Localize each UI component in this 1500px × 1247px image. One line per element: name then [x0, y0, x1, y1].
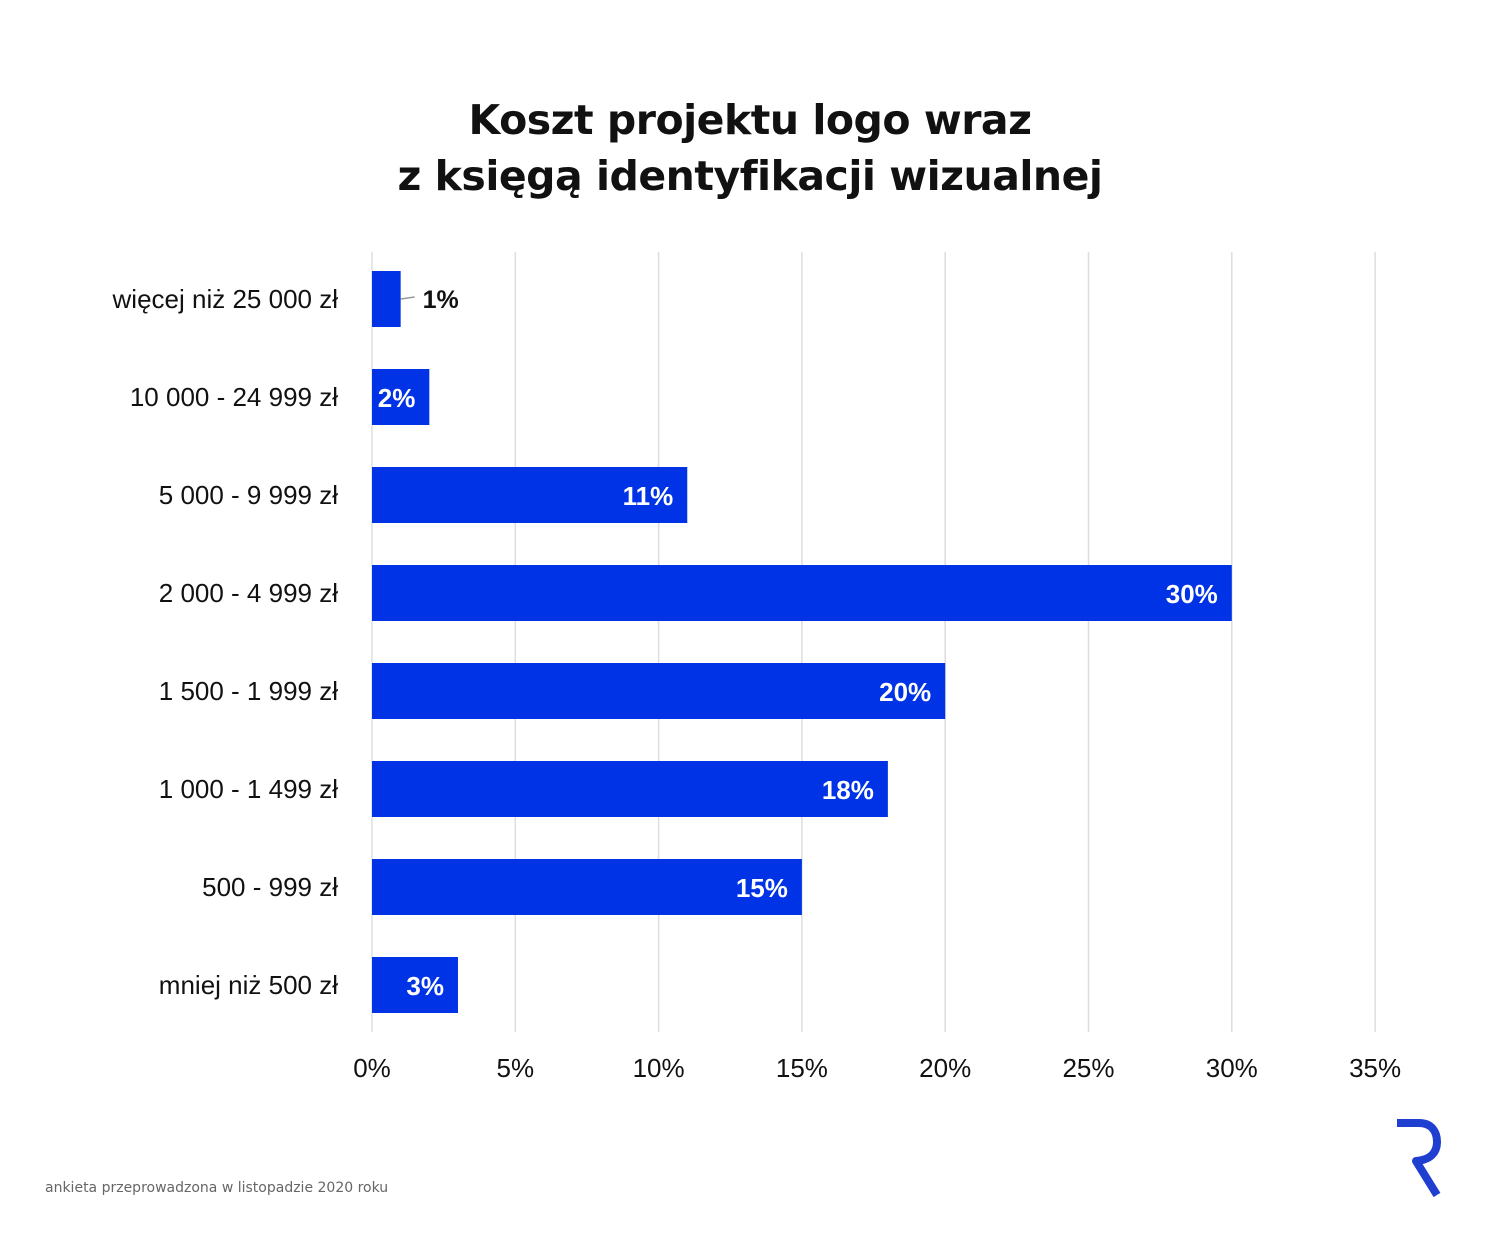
data-label: 11% — [623, 481, 674, 511]
data-label: 2% — [378, 383, 416, 413]
labels: 0% 5% 10% 15% 20% 25% 30% 35% więcej niż 25 000 … — [112, 284, 1402, 1083]
data-label: 30% — [1166, 579, 1218, 609]
bars — [372, 271, 1232, 1013]
category-label: mniej niż 500 zł — [159, 970, 338, 1000]
data-label: 18% — [822, 775, 874, 805]
x-tick-label: 25% — [1062, 1053, 1114, 1083]
bar — [372, 859, 802, 915]
bar — [372, 761, 888, 817]
data-label: 3% — [406, 971, 444, 1001]
bar — [372, 369, 430, 425]
x-tick-label: 0% — [353, 1053, 391, 1083]
chart-title-line-1: Koszt projektu logo wraz — [468, 96, 1032, 144]
x-tick-label: 15% — [776, 1053, 828, 1083]
r-logo-icon — [1397, 1119, 1441, 1198]
bar — [372, 957, 458, 1013]
category-label: 500 - 999 zł — [202, 872, 338, 902]
data-label: 20% — [879, 677, 931, 707]
chart-title: Koszt projektu logo wraz z księgą identy… — [0, 92, 1500, 204]
x-tick-label: 5% — [497, 1053, 535, 1083]
x-tick-label: 30% — [1206, 1053, 1258, 1083]
category-label: 10 000 - 24 999 zł — [130, 382, 338, 412]
bar — [372, 565, 1232, 621]
category-label: więcej niż 25 000 zł — [112, 284, 339, 314]
bar — [372, 467, 688, 523]
data-label: 15% — [736, 873, 788, 903]
bar — [372, 271, 401, 327]
bar — [372, 663, 946, 719]
category-label: 1 000 - 1 499 zł — [159, 774, 338, 804]
chart-title-line-2: z księgą identyfikacji wizualnej — [397, 152, 1103, 200]
x-tick-label: 35% — [1349, 1053, 1401, 1083]
x-tick-label: 10% — [633, 1053, 685, 1083]
category-label: 5 000 - 9 999 zł — [159, 480, 338, 510]
x-tick-label: 20% — [919, 1053, 971, 1083]
category-label: 1 500 - 1 999 zł — [159, 676, 338, 706]
data-label-leader — [400, 296, 415, 300]
footnote: ankieta przeprowadzona w listopadzie 202… — [45, 1180, 389, 1196]
category-label: 2 000 - 4 999 zł — [159, 578, 338, 608]
data-label: 1% — [423, 286, 459, 314]
